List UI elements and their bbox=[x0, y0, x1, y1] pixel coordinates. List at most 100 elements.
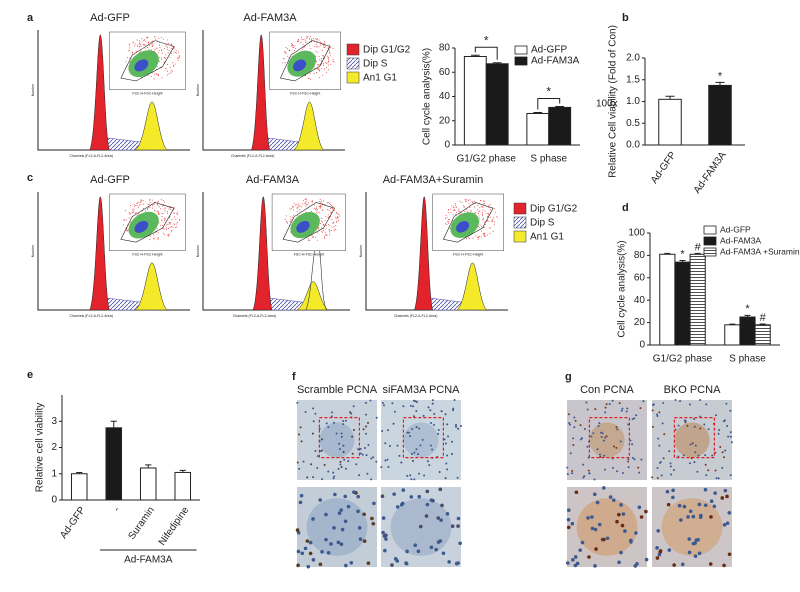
nucleus bbox=[720, 496, 725, 500]
inset-dot bbox=[147, 43, 149, 45]
nucleus bbox=[326, 550, 331, 555]
bar bbox=[174, 471, 192, 501]
inset-dot bbox=[311, 234, 313, 236]
nucleus bbox=[380, 494, 385, 499]
micrograph bbox=[380, 399, 462, 481]
y-axis-label: Relative cell viability bbox=[35, 403, 46, 492]
nucleus bbox=[330, 411, 333, 414]
error-bar bbox=[664, 252, 671, 255]
nucleus bbox=[327, 426, 330, 429]
inset-dot bbox=[157, 210, 159, 212]
inset-dot bbox=[142, 203, 144, 205]
inset-dot bbox=[289, 221, 291, 223]
nucleus bbox=[657, 552, 662, 557]
inset-dot bbox=[151, 46, 153, 48]
nucleus bbox=[661, 422, 664, 425]
nucleus bbox=[730, 441, 733, 444]
nucleus bbox=[300, 551, 305, 556]
inset-dot bbox=[157, 201, 159, 203]
nucleus bbox=[392, 422, 395, 425]
inset-dot bbox=[134, 43, 136, 45]
inset-dot bbox=[329, 55, 331, 57]
inset-dot bbox=[327, 47, 329, 49]
nucleus bbox=[382, 404, 385, 407]
nucleus bbox=[358, 537, 363, 541]
nucleus bbox=[296, 401, 299, 404]
nucleus bbox=[295, 528, 300, 532]
nucleus bbox=[355, 463, 358, 466]
nucleus bbox=[603, 454, 606, 457]
inset-dot bbox=[133, 208, 135, 210]
panel-label: g bbox=[565, 371, 572, 383]
inset-dot bbox=[296, 208, 298, 210]
inset-dot bbox=[484, 224, 486, 226]
nucleus bbox=[691, 514, 696, 519]
inset-dot bbox=[305, 200, 307, 202]
nucleus bbox=[722, 523, 727, 527]
inset-dot bbox=[488, 220, 490, 222]
bar bbox=[485, 63, 509, 146]
nucleus bbox=[344, 563, 348, 568]
inset-dot bbox=[169, 216, 171, 218]
bar bbox=[659, 253, 676, 346]
nucleus bbox=[704, 454, 707, 457]
g2-peak bbox=[293, 101, 325, 151]
inset-dot bbox=[332, 222, 334, 224]
legend-swatch bbox=[346, 71, 360, 84]
inset-dot bbox=[168, 208, 170, 210]
inset-dot bbox=[172, 62, 174, 64]
inset-dot bbox=[324, 231, 326, 233]
inset-dot bbox=[295, 204, 297, 206]
inset-dot bbox=[493, 221, 495, 223]
inset-dot bbox=[486, 234, 488, 236]
nucleus bbox=[639, 515, 644, 519]
panel-label: a bbox=[27, 12, 34, 24]
nucleus bbox=[723, 456, 726, 459]
inset-dot bbox=[162, 221, 164, 223]
inset-dot bbox=[315, 38, 317, 40]
nucleus bbox=[410, 478, 413, 481]
inset-dot bbox=[314, 46, 316, 48]
inset-dot bbox=[481, 205, 483, 207]
inset-dot bbox=[489, 233, 491, 235]
inset-dot bbox=[171, 52, 173, 54]
inset-dot bbox=[333, 222, 335, 224]
inset-dot bbox=[145, 47, 147, 49]
sig-bracket bbox=[537, 97, 561, 110]
nucleus bbox=[586, 445, 589, 448]
micro-title: Scramble PCNA bbox=[297, 384, 378, 396]
nucleus bbox=[409, 404, 412, 407]
nucleus bbox=[573, 563, 578, 568]
nucleus bbox=[332, 526, 336, 530]
inset-dot bbox=[167, 211, 169, 213]
inset-dot bbox=[319, 201, 321, 203]
inset-dot bbox=[148, 203, 150, 205]
nucleus bbox=[296, 549, 301, 554]
inset-dot bbox=[330, 46, 332, 48]
nucleus bbox=[580, 540, 585, 545]
nucleus bbox=[333, 475, 336, 478]
nucleus bbox=[693, 461, 696, 464]
nucleus bbox=[451, 440, 454, 443]
inset-dot bbox=[139, 204, 141, 206]
nucleus bbox=[429, 545, 434, 550]
inset-dot bbox=[483, 200, 485, 202]
nucleus bbox=[369, 399, 372, 402]
inset-core bbox=[456, 221, 470, 233]
nucleus bbox=[569, 423, 572, 426]
nucleus bbox=[335, 432, 338, 435]
g2-peak bbox=[456, 262, 488, 311]
legend-swatch bbox=[514, 56, 528, 66]
nucleus bbox=[660, 474, 663, 477]
inset-dot bbox=[493, 217, 495, 219]
inset-dot bbox=[305, 199, 307, 201]
inset-dot bbox=[149, 42, 151, 44]
nucleus bbox=[605, 435, 608, 438]
inset-dot bbox=[292, 209, 294, 211]
nucleus bbox=[714, 469, 717, 472]
inset-dot bbox=[294, 45, 296, 47]
inset-dot bbox=[170, 70, 172, 72]
bar bbox=[70, 473, 88, 501]
nucleus bbox=[406, 474, 409, 477]
